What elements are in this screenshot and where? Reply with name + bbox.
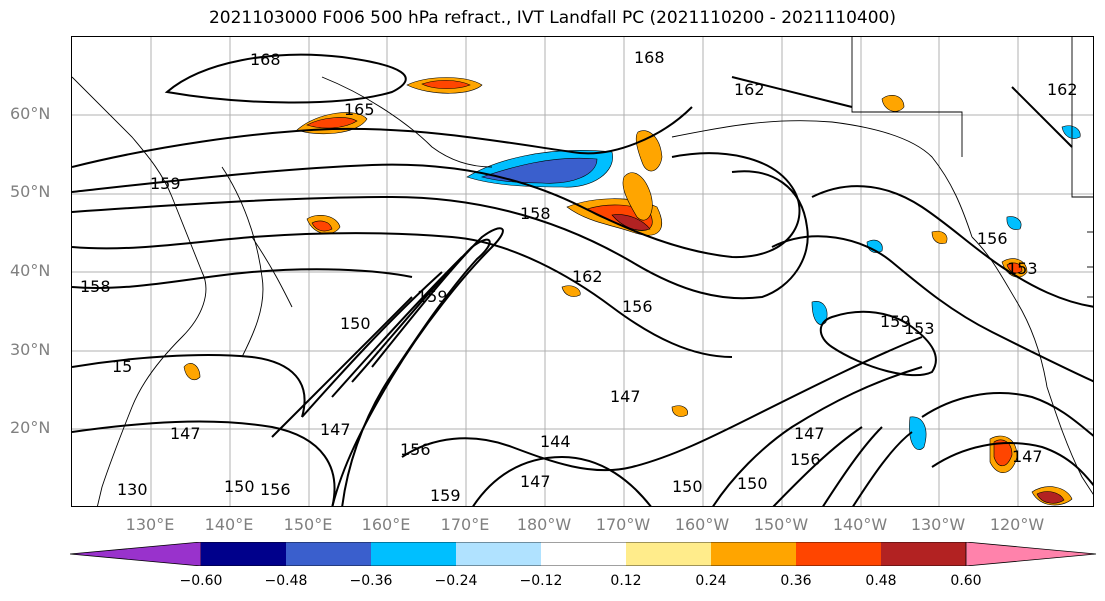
colorbar-segment xyxy=(881,542,966,566)
lon-label-140e: 140°E xyxy=(204,515,254,534)
lat-label-60n: 60°N xyxy=(10,104,51,123)
contour-label: 156 xyxy=(977,229,1008,248)
contour-label: 156 xyxy=(260,480,291,499)
lon-label-170w: 170°W xyxy=(595,515,651,534)
lon-label-150w: 150°W xyxy=(753,515,809,534)
contour-label: 159 xyxy=(430,486,461,505)
contour-label: 162 xyxy=(572,267,603,286)
colorbar-tick-label: −0.48 xyxy=(264,573,308,589)
lon-label-180w: 180°W xyxy=(516,515,572,534)
lon-label-130w: 130°W xyxy=(910,515,966,534)
contour-label: 147 xyxy=(610,387,641,406)
colorbar-tick-label: 0.60 xyxy=(950,573,982,589)
contour-label: 153 xyxy=(904,319,935,338)
contour-label: 168 xyxy=(634,48,665,67)
colorbar-segment xyxy=(965,542,1097,566)
colorbar-segment xyxy=(286,542,371,566)
contour-label: 156 xyxy=(790,450,821,469)
contour-label: 150 xyxy=(224,477,255,496)
contour-label: 159 xyxy=(150,174,181,193)
lon-label-160w: 160°W xyxy=(674,515,730,534)
contour-label: 15 xyxy=(112,357,132,376)
colorbar-segment xyxy=(70,542,202,566)
coastlines xyxy=(72,37,1093,506)
lon-label-120w: 120°W xyxy=(989,515,1045,534)
contour-label: 165 xyxy=(344,100,375,119)
ivt-filled-patches xyxy=(183,77,1081,506)
colorbar xyxy=(70,542,1097,566)
contour-label: 162 xyxy=(1047,80,1078,99)
lat-label-30n: 30°N xyxy=(10,340,51,359)
contour-label: 150 xyxy=(737,474,768,493)
graticule xyxy=(72,37,1093,506)
contour-label: 147 xyxy=(1012,447,1043,466)
lat-label-20n: 20°N xyxy=(10,418,51,437)
contour-label-group: 168 168 165 162 162 159 158 156 156 153 … xyxy=(80,48,1078,505)
contour-label: 130 xyxy=(117,480,148,499)
contour-label: 156 xyxy=(622,297,653,316)
lon-label-140w: 140°W xyxy=(832,515,888,534)
contour-label: 158 xyxy=(80,277,111,296)
colorbar-tick-label: −0.60 xyxy=(179,573,223,589)
contour-label: 156 xyxy=(400,440,431,459)
contour-label: 159 xyxy=(880,312,911,331)
map-title: 2021103000 F006 500 hPa refract., IVT La… xyxy=(208,8,896,28)
colorbar-segment xyxy=(541,542,626,566)
contour-label: 147 xyxy=(320,420,351,439)
contour-label: 153 xyxy=(1007,259,1038,278)
colorbar-segment xyxy=(796,542,881,566)
contour-label: 168 xyxy=(250,50,281,69)
colorbar-segment xyxy=(711,542,796,566)
colorbar-tick-label: −0.36 xyxy=(349,573,393,589)
contour-label: 147 xyxy=(520,472,551,491)
lon-label-170e: 170°E xyxy=(440,515,490,534)
contour-label: 150 xyxy=(340,314,371,333)
map-canvas: 168 168 165 162 162 159 158 156 156 153 … xyxy=(72,37,1093,506)
colorbar-tick-label: 0.36 xyxy=(780,573,812,589)
contour-label: 158 xyxy=(520,204,551,223)
contour-label: 162 xyxy=(734,80,765,99)
colorbar-tick-label: 0.48 xyxy=(865,573,897,589)
lon-label-150e: 150°E xyxy=(283,515,333,534)
contour-label: 147 xyxy=(170,424,201,443)
colorbar-tick-label: −0.12 xyxy=(519,573,563,589)
colorbar-segment xyxy=(456,542,541,566)
contour-label: 147 xyxy=(794,424,825,443)
contour-label: 150 xyxy=(672,477,703,496)
refractivity-contours xyxy=(72,53,1093,506)
colorbar-segment xyxy=(201,542,286,566)
map-panel: 168 168 165 162 162 159 158 156 156 153 … xyxy=(71,36,1094,507)
colorbar-tick-label: 0.12 xyxy=(610,573,642,589)
lat-label-40n: 40°N xyxy=(10,261,51,280)
colorbar-tick-label: −0.24 xyxy=(434,573,478,589)
contour-label: 144 xyxy=(540,432,571,451)
colorbar-segment xyxy=(371,542,456,566)
colorbar-tick-label: 0.24 xyxy=(695,573,727,589)
lon-label-130e: 130°E xyxy=(125,515,175,534)
colorbar-segment xyxy=(626,542,711,566)
contour-label: 159 xyxy=(417,287,448,306)
lat-label-50n: 50°N xyxy=(10,182,51,201)
lon-label-160e: 160°E xyxy=(361,515,411,534)
